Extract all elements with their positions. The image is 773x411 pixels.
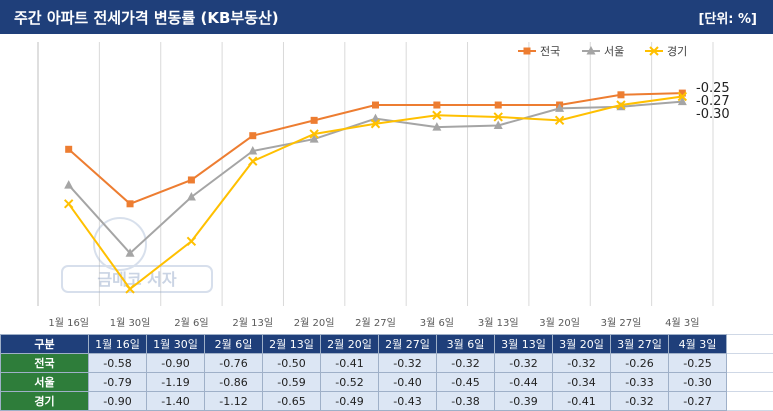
data-point xyxy=(249,157,257,165)
table-header-label: 구분 xyxy=(1,335,89,354)
data-point xyxy=(64,180,73,189)
table-cell: -0.25 xyxy=(669,354,727,373)
table-filler xyxy=(727,373,773,392)
table-cell: -0.33 xyxy=(611,373,669,392)
data-point xyxy=(188,176,195,183)
table-row-label: 전국 xyxy=(1,354,89,373)
table-cell: -0.44 xyxy=(495,373,553,392)
table-cell: -0.76 xyxy=(205,354,263,373)
table-filler xyxy=(727,354,773,373)
legend-label: 경기 xyxy=(667,45,687,58)
table-cell: -0.32 xyxy=(611,392,669,411)
table-row: 경기-0.90-1.40-1.12-0.65-0.49-0.43-0.38-0.… xyxy=(1,392,773,411)
table-cell: -0.27 xyxy=(669,392,727,411)
watermark-logo: 금매코 서자 xyxy=(62,218,212,292)
legend: 전국 서울 경기 xyxy=(518,45,687,58)
table-cell: -0.40 xyxy=(379,373,437,392)
x-tick-label: 1월 16일 xyxy=(48,317,89,329)
table-column-header: 3월 6일 xyxy=(437,335,495,354)
table-cell: -0.43 xyxy=(379,392,437,411)
table-cell: -0.32 xyxy=(379,354,437,373)
table-column-header: 2월 13일 xyxy=(263,335,321,354)
table-row: 전국-0.58-0.90-0.76-0.50-0.41-0.32-0.32-0.… xyxy=(1,354,773,373)
table-cell: -0.52 xyxy=(321,373,379,392)
table-cell: -0.90 xyxy=(89,392,147,411)
data-point xyxy=(495,102,502,109)
chart-header: 주간 아파트 전세가격 변동률 (KB부동산) [단위: %] xyxy=(0,0,773,34)
table-cell: -0.34 xyxy=(553,373,611,392)
table-column-header: 3월 20일 xyxy=(553,335,611,354)
x-tick-label: 3월 20일 xyxy=(539,317,580,329)
table-column-header: 4월 3일 xyxy=(669,335,727,354)
table-cell: -0.41 xyxy=(321,354,379,373)
data-point xyxy=(617,91,624,98)
table-column-header: 2월 20일 xyxy=(321,335,379,354)
data-point xyxy=(127,200,134,207)
table-cell: -1.12 xyxy=(205,392,263,411)
table-cell: -0.39 xyxy=(495,392,553,411)
table-cell: -0.86 xyxy=(205,373,263,392)
table-cell: -0.26 xyxy=(611,354,669,373)
table-cell: -1.19 xyxy=(147,373,205,392)
table-column-header: 3월 13일 xyxy=(495,335,553,354)
table-cell: -0.41 xyxy=(553,392,611,411)
table-cell: -0.79 xyxy=(89,373,147,392)
table-cell: -0.32 xyxy=(553,354,611,373)
table-row: 서울-0.79-1.19-0.86-0.59-0.52-0.40-0.45-0.… xyxy=(1,373,773,392)
table-row-label: 서울 xyxy=(1,373,89,392)
table-column-header: 1월 30일 xyxy=(147,335,205,354)
x-tick-label: 3월 6일 xyxy=(420,317,454,329)
x-tick-label: 3월 27일 xyxy=(601,317,642,329)
x-tick-label: 2월 6일 xyxy=(174,317,208,329)
x-tick-label: 2월 27일 xyxy=(355,317,396,329)
table-cell: -0.58 xyxy=(89,354,147,373)
table-cell: -0.32 xyxy=(495,354,553,373)
table-cell: -0.30 xyxy=(669,373,727,392)
x-tick-label: 3월 13일 xyxy=(478,317,519,329)
data-point xyxy=(433,102,440,109)
unit-label: [단위: %] xyxy=(698,8,757,27)
data-point xyxy=(187,237,195,245)
table-column-header: 2월 27일 xyxy=(379,335,437,354)
data-point xyxy=(65,146,72,153)
table-column-header: 3월 27일 xyxy=(611,335,669,354)
table-cell: -1.40 xyxy=(147,392,205,411)
table-filler xyxy=(727,335,773,354)
watermark-text: 금매코 서자 xyxy=(97,270,176,289)
table-cell: -0.90 xyxy=(147,354,205,373)
x-tick-label: 4월 3일 xyxy=(665,317,699,329)
x-tick-label: 2월 20일 xyxy=(294,317,335,329)
data-point xyxy=(372,102,379,109)
end-value-label: -0.30 xyxy=(696,107,730,122)
data-point xyxy=(249,132,256,139)
x-tick-label: 1월 30일 xyxy=(110,317,151,329)
legend-marker xyxy=(524,48,531,55)
table-cell: -0.65 xyxy=(263,392,321,411)
legend-label: 서울 xyxy=(604,45,624,58)
data-point xyxy=(187,192,196,201)
table-cell: -0.45 xyxy=(437,373,495,392)
table-column-header: 2월 6일 xyxy=(205,335,263,354)
table-cell: -0.49 xyxy=(321,392,379,411)
table-column-header: 1월 16일 xyxy=(89,335,147,354)
chart-title: 주간 아파트 전세가격 변동률 (KB부동산) xyxy=(14,7,279,28)
legend-label: 전국 xyxy=(540,45,560,58)
table-filler xyxy=(727,392,773,411)
line-chart: 1월 16일 1월 30일 2월 6일 2월 13일 2월 20일 2월 27일 3월 6일… xyxy=(0,34,773,334)
data-point xyxy=(65,200,73,208)
table-row-label: 경기 xyxy=(1,392,89,411)
table-cell: -0.59 xyxy=(263,373,321,392)
data-point xyxy=(311,117,318,124)
table-cell: -0.38 xyxy=(437,392,495,411)
table-cell: -0.32 xyxy=(437,354,495,373)
x-tick-label: 2월 13일 xyxy=(232,317,273,329)
watermark-face xyxy=(94,218,146,270)
table-cell: -0.50 xyxy=(263,354,321,373)
